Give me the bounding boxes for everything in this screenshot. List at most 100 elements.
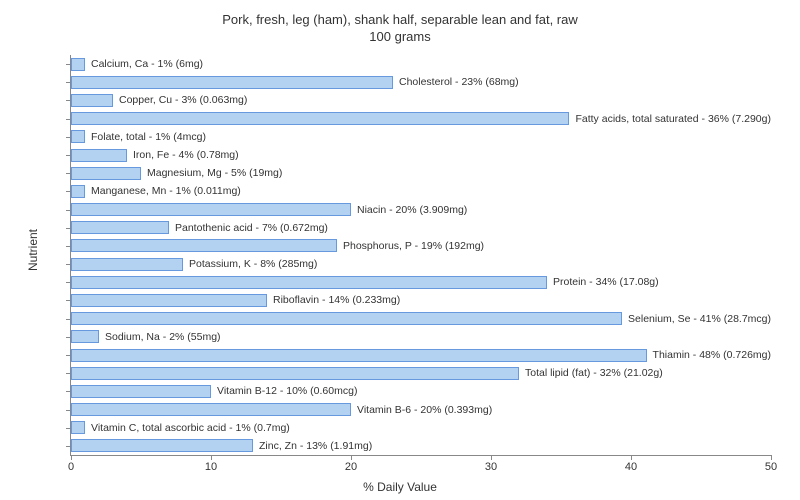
- nutrient-bar: [71, 421, 85, 434]
- x-tick-mark: [211, 455, 212, 460]
- y-tick-mark: [66, 264, 71, 265]
- nutrient-bar: [71, 312, 622, 325]
- y-tick-mark: [66, 300, 71, 301]
- bar-row: Cholesterol - 23% (68mg): [71, 76, 771, 89]
- title-line-2: 100 grams: [369, 29, 430, 44]
- nutrient-bar: [71, 149, 127, 162]
- bar-row: Vitamin C, total ascorbic acid - 1% (0.7…: [71, 421, 771, 434]
- bar-row: Riboflavin - 14% (0.233mg): [71, 294, 771, 307]
- y-axis-label: Nutrient: [26, 229, 40, 271]
- y-tick-mark: [66, 282, 71, 283]
- nutrient-chart: Pork, fresh, leg (ham), shank half, sepa…: [0, 0, 800, 500]
- nutrient-bar: [71, 167, 141, 180]
- y-tick-mark: [66, 210, 71, 211]
- y-tick-mark: [66, 355, 71, 356]
- plot-area: 01020304050Calcium, Ca - 1% (6mg)Cholest…: [70, 55, 771, 456]
- nutrient-bar: [71, 185, 85, 198]
- y-tick-mark: [66, 337, 71, 338]
- y-tick-mark: [66, 446, 71, 447]
- nutrient-bar-label: Total lipid (fat) - 32% (21.02g): [525, 367, 663, 379]
- nutrient-bar-label: Folate, total - 1% (4mcg): [91, 131, 206, 143]
- nutrient-bar: [71, 221, 169, 234]
- nutrient-bar: [71, 349, 647, 362]
- x-tick-label: 20: [345, 461, 357, 473]
- nutrient-bar-label: Cholesterol - 23% (68mg): [399, 76, 519, 88]
- nutrient-bar-label: Vitamin C, total ascorbic acid - 1% (0.7…: [91, 422, 290, 434]
- bar-row: Calcium, Ca - 1% (6mg): [71, 58, 771, 71]
- nutrient-bar: [71, 276, 547, 289]
- y-tick-mark: [66, 410, 71, 411]
- x-tick-label: 50: [765, 461, 777, 473]
- nutrient-bar-label: Magnesium, Mg - 5% (19mg): [147, 167, 282, 179]
- bar-row: Manganese, Mn - 1% (0.011mg): [71, 185, 771, 198]
- nutrient-bar-label: Phosphorus, P - 19% (192mg): [343, 240, 484, 252]
- nutrient-bar-label: Potassium, K - 8% (285mg): [189, 258, 317, 270]
- y-tick-mark: [66, 100, 71, 101]
- bar-row: Total lipid (fat) - 32% (21.02g): [71, 367, 771, 380]
- nutrient-bar: [71, 203, 351, 216]
- y-tick-mark: [66, 246, 71, 247]
- x-tick-mark: [71, 455, 72, 460]
- nutrient-bar: [71, 130, 85, 143]
- nutrient-bar-label: Protein - 34% (17.08g): [553, 276, 659, 288]
- y-tick-mark: [66, 155, 71, 156]
- nutrient-bar-label: Zinc, Zn - 13% (1.91mg): [259, 440, 372, 452]
- x-tick-label: 30: [485, 461, 497, 473]
- y-tick-mark: [66, 173, 71, 174]
- chart-title: Pork, fresh, leg (ham), shank half, sepa…: [0, 0, 800, 46]
- nutrient-bar: [71, 330, 99, 343]
- bar-row: Copper, Cu - 3% (0.063mg): [71, 94, 771, 107]
- bar-row: Folate, total - 1% (4mcg): [71, 130, 771, 143]
- y-tick-mark: [66, 428, 71, 429]
- nutrient-bar-label: Calcium, Ca - 1% (6mg): [91, 58, 203, 70]
- nutrient-bar: [71, 76, 393, 89]
- bar-row: Fatty acids, total saturated - 36% (7.29…: [71, 112, 771, 125]
- y-tick-mark: [66, 119, 71, 120]
- bar-row: Pantothenic acid - 7% (0.672mg): [71, 221, 771, 234]
- nutrient-bar: [71, 239, 337, 252]
- nutrient-bar-label: Copper, Cu - 3% (0.063mg): [119, 94, 247, 106]
- x-tick-mark: [771, 455, 772, 460]
- nutrient-bar-label: Fatty acids, total saturated - 36% (7.29…: [575, 113, 771, 125]
- nutrient-bar: [71, 403, 351, 416]
- title-line-1: Pork, fresh, leg (ham), shank half, sepa…: [222, 12, 578, 27]
- bar-row: Thiamin - 48% (0.726mg): [71, 349, 771, 362]
- bar-row: Protein - 34% (17.08g): [71, 276, 771, 289]
- x-tick-mark: [491, 455, 492, 460]
- bar-row: Iron, Fe - 4% (0.78mg): [71, 149, 771, 162]
- x-tick-label: 40: [625, 461, 637, 473]
- x-tick-label: 10: [205, 461, 217, 473]
- nutrient-bar-label: Vitamin B-6 - 20% (0.393mg): [357, 404, 492, 416]
- bar-row: Magnesium, Mg - 5% (19mg): [71, 167, 771, 180]
- bar-row: Selenium, Se - 41% (28.7mcg): [71, 312, 771, 325]
- nutrient-bar-label: Manganese, Mn - 1% (0.011mg): [91, 185, 241, 197]
- bar-row: Niacin - 20% (3.909mg): [71, 203, 771, 216]
- nutrient-bar-label: Riboflavin - 14% (0.233mg): [273, 294, 400, 306]
- y-tick-mark: [66, 391, 71, 392]
- x-tick-mark: [631, 455, 632, 460]
- bar-row: Sodium, Na - 2% (55mg): [71, 330, 771, 343]
- nutrient-bar: [71, 112, 569, 125]
- y-tick-mark: [66, 373, 71, 374]
- y-tick-mark: [66, 64, 71, 65]
- nutrient-bar-label: Vitamin B-12 - 10% (0.60mcg): [217, 385, 357, 397]
- bar-row: Vitamin B-6 - 20% (0.393mg): [71, 403, 771, 416]
- nutrient-bar-label: Niacin - 20% (3.909mg): [357, 204, 467, 216]
- y-tick-mark: [66, 319, 71, 320]
- y-tick-mark: [66, 82, 71, 83]
- nutrient-bar-label: Pantothenic acid - 7% (0.672mg): [175, 222, 328, 234]
- nutrient-bar: [71, 367, 519, 380]
- bar-row: Zinc, Zn - 13% (1.91mg): [71, 439, 771, 452]
- bar-row: Vitamin B-12 - 10% (0.60mcg): [71, 385, 771, 398]
- x-axis-label: % Daily Value: [363, 480, 437, 494]
- x-tick-label: 0: [68, 461, 74, 473]
- nutrient-bar: [71, 385, 211, 398]
- x-tick-mark: [351, 455, 352, 460]
- y-tick-mark: [66, 228, 71, 229]
- nutrient-bar-label: Selenium, Se - 41% (28.7mcg): [628, 313, 771, 325]
- nutrient-bar: [71, 439, 253, 452]
- nutrient-bar-label: Sodium, Na - 2% (55mg): [105, 331, 221, 343]
- y-tick-mark: [66, 137, 71, 138]
- nutrient-bar: [71, 58, 85, 71]
- bar-row: Potassium, K - 8% (285mg): [71, 258, 771, 271]
